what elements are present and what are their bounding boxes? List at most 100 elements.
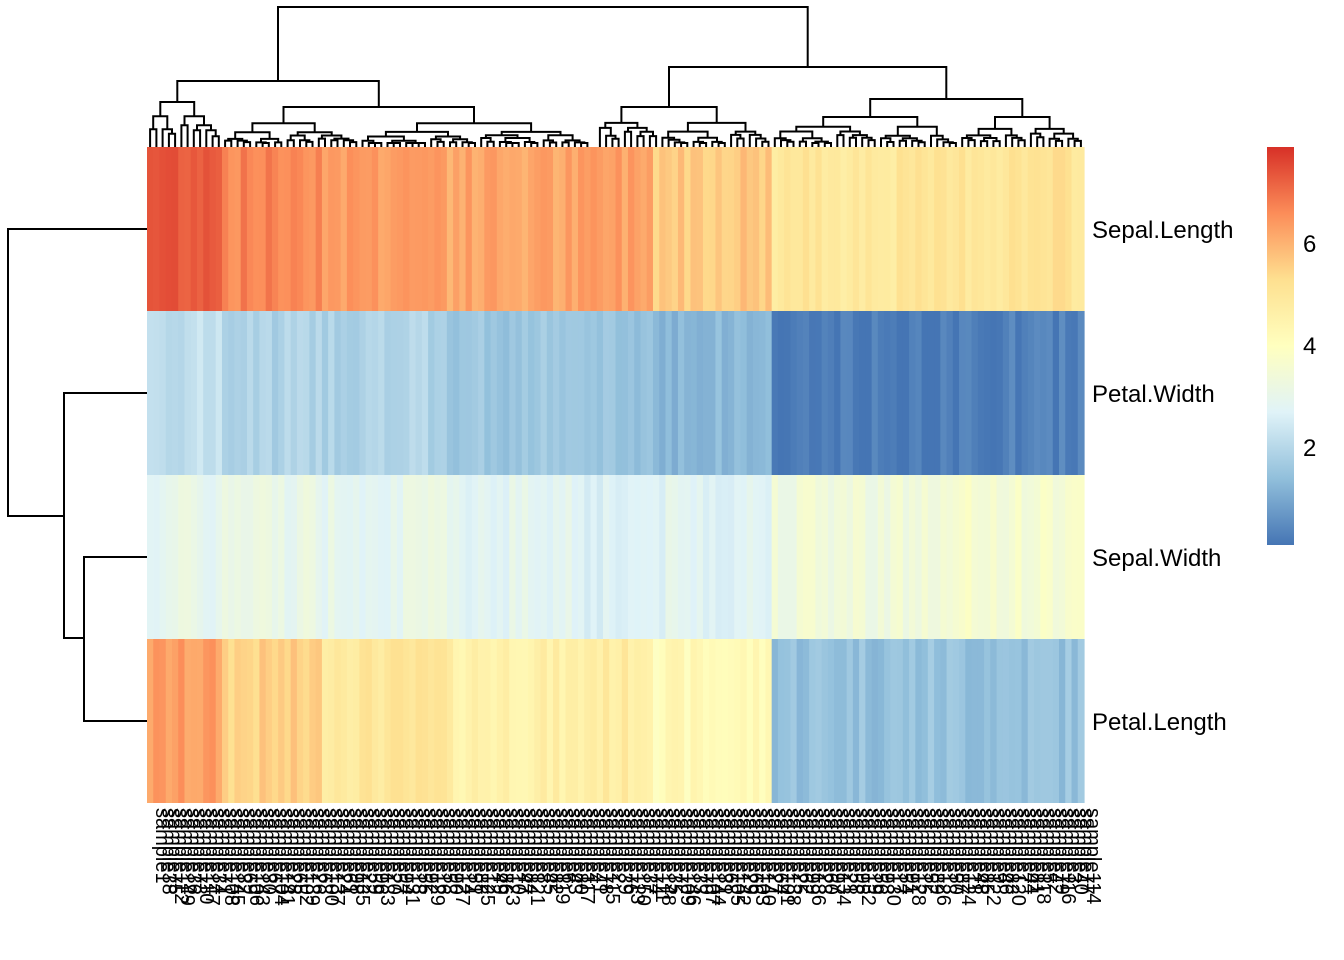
heatmap-cell <box>977 311 985 475</box>
heatmap-cell <box>465 147 473 311</box>
column-dendrogram-branch <box>192 129 202 147</box>
heatmap-cell <box>440 147 448 311</box>
heatmap-cell <box>702 147 710 311</box>
heatmap-cell <box>540 639 548 803</box>
heatmap-cell <box>253 639 261 803</box>
heatmap-cell <box>490 311 498 475</box>
heatmap-cell <box>734 311 742 475</box>
heatmap-cell <box>765 475 773 639</box>
column-label: sample147 <box>201 808 223 906</box>
column-dendrogram-branch <box>623 130 633 147</box>
column-dendrogram-branch <box>561 141 570 147</box>
heatmap-cell <box>965 311 973 475</box>
heatmap-cell <box>409 311 417 475</box>
heatmap-cell <box>790 475 798 639</box>
heatmap-cell <box>509 475 517 639</box>
heatmap-cell <box>228 639 236 803</box>
heatmap-cell <box>190 639 198 803</box>
column-dendrogram-branch <box>736 137 745 147</box>
heatmap-cell <box>203 639 211 803</box>
heatmap-cell <box>465 311 473 475</box>
heatmap-cell <box>546 475 554 639</box>
column-label: sample122 <box>982 808 1004 906</box>
heatmap-cell <box>147 475 154 639</box>
heatmap-cell <box>1009 639 1016 803</box>
heatmap-cell <box>153 639 161 803</box>
heatmap-cell <box>984 147 991 311</box>
heatmap-cell <box>1027 311 1035 475</box>
heatmap-cell <box>178 311 186 475</box>
column-label: sample31 <box>713 808 735 895</box>
column-label: sample44 <box>1019 808 1041 895</box>
column-dendrogram-branch <box>548 141 558 147</box>
column-label: sample104 <box>270 808 292 906</box>
heatmap-cell <box>902 311 910 475</box>
heatmap-cell <box>759 147 767 311</box>
heatmap-cell <box>840 639 848 803</box>
column-label: sample124 <box>957 808 979 906</box>
heatmap-cell <box>690 311 698 475</box>
heatmap-cell <box>359 311 367 475</box>
heatmap-cell <box>521 639 529 803</box>
column-label: sample114 <box>1082 808 1104 904</box>
heatmap-cell <box>190 311 198 475</box>
heatmap-cell <box>503 475 510 639</box>
heatmap-cell <box>1002 311 1010 475</box>
heatmap-cell <box>147 639 154 803</box>
column-dendrogram-branch <box>542 139 554 147</box>
heatmap-cell <box>996 311 1004 475</box>
heatmap-cell <box>934 639 941 803</box>
column-label: sample113 <box>626 808 648 904</box>
heatmap-cell <box>846 311 854 475</box>
heatmap-cell <box>584 147 592 311</box>
heatmap-cell <box>434 639 442 803</box>
heatmap-cell <box>890 639 898 803</box>
column-label: sample95 <box>851 808 873 895</box>
heatmap-cell <box>927 639 935 803</box>
heatmap-cell <box>890 311 898 475</box>
column-dendrogram-branch <box>967 139 976 147</box>
heatmap-cell <box>921 311 929 475</box>
column-dendrogram-branch <box>461 141 473 147</box>
heatmap-cell <box>940 147 948 311</box>
column-label: sample65 <box>289 808 311 895</box>
heatmap-cell <box>759 311 767 475</box>
heatmap-cell <box>965 475 973 639</box>
column-label: sample93 <box>876 808 898 895</box>
column-label: sample68 <box>720 808 742 895</box>
heatmap-cell <box>384 639 392 803</box>
heatmap-cell <box>284 147 292 311</box>
column-dendrogram-branch <box>1017 139 1026 147</box>
column-dendrogram-branch <box>580 142 589 147</box>
heatmap-cell <box>1059 311 1066 475</box>
column-label: sample25 <box>788 808 810 895</box>
heatmap-cell <box>946 475 954 639</box>
heatmap-cell <box>396 311 404 475</box>
column-dendrogram-branch <box>349 141 358 147</box>
column-dendrogram-branch <box>176 80 380 107</box>
heatmap-cell <box>740 147 748 311</box>
column-dendrogram-branch <box>159 101 196 117</box>
heatmap-cell <box>253 147 261 311</box>
column-dendrogram <box>149 6 1082 147</box>
heatmap-cell <box>315 147 323 311</box>
column-label: sample99 <box>801 808 823 895</box>
column-label: sample118 <box>1032 808 1054 904</box>
heatmap-cell <box>952 475 960 639</box>
row-dendrogram-branch <box>63 392 147 639</box>
column-label: sample77 <box>1076 808 1098 895</box>
heatmap-cell <box>1015 475 1023 639</box>
column-label: sample40 <box>1069 808 1091 895</box>
heatmap-cell <box>240 475 248 639</box>
heatmap-cell <box>627 147 635 311</box>
column-label: sample7 <box>1013 808 1035 884</box>
heatmap-cell <box>752 475 760 639</box>
column-dendrogram-branch <box>261 142 270 147</box>
heatmap-cell <box>415 311 423 475</box>
heatmap-cell <box>603 147 610 311</box>
heatmap-cell <box>434 311 442 475</box>
heatmap-cell <box>1021 475 1029 639</box>
heatmap-cell <box>590 475 598 639</box>
heatmap-cell <box>221 639 229 803</box>
heatmap-cell <box>496 147 504 311</box>
